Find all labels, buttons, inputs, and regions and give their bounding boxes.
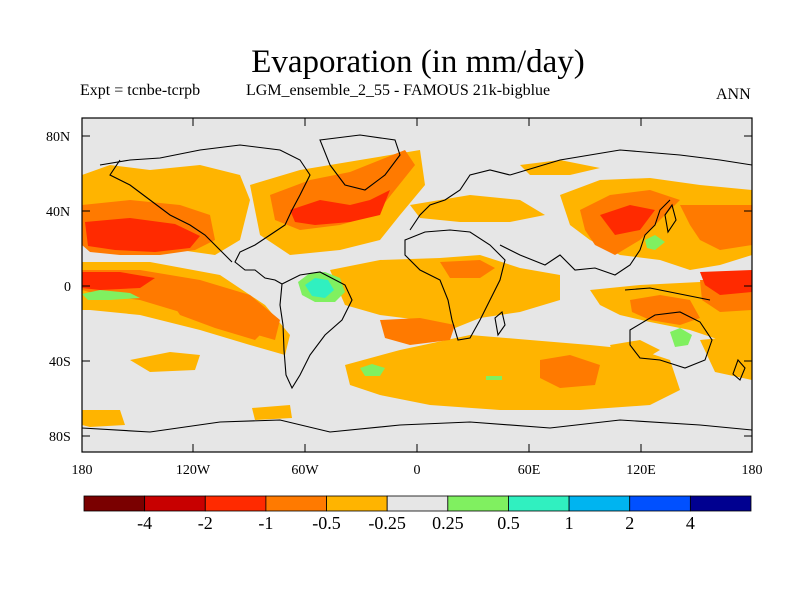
- lat-label-0: 0: [64, 280, 71, 295]
- season-label: ANN: [716, 86, 751, 103]
- map-title: Evaporation (in mm/day): [251, 44, 585, 80]
- lon-label-120w: 120W: [176, 463, 211, 478]
- lat-label-80s: 80S: [49, 430, 71, 445]
- colorbar-label: 2: [625, 513, 634, 533]
- colorbar-swatch: [144, 495, 206, 512]
- lon-label-180-west: 180: [72, 463, 93, 478]
- colorbar-label: -2: [198, 513, 213, 533]
- colorbar-swatch: [447, 495, 509, 512]
- colorbar-swatch: [83, 495, 146, 512]
- colorbar-label: -0.25: [368, 513, 406, 533]
- colorbar-label: 0.25: [432, 513, 464, 533]
- contour-layer: [82, 118, 752, 452]
- colorbar-swatch: [265, 495, 327, 512]
- axis-ticks: [82, 118, 752, 452]
- lon-label-60w: 60W: [291, 463, 319, 478]
- lat-label-40n: 40N: [46, 205, 70, 220]
- lat-label-80n: 80N: [46, 130, 70, 145]
- colorbar: [83, 495, 752, 512]
- colorbar-label: 1: [565, 513, 574, 533]
- colorbar-swatch: [386, 495, 449, 512]
- colorbar-label: -4: [137, 513, 152, 533]
- lon-label-60e: 60E: [518, 463, 541, 478]
- coastlines: [82, 134, 752, 433]
- colorbar-label: 0.5: [497, 513, 520, 533]
- colorbar-swatch: [689, 495, 752, 512]
- lat-label-40s: 40S: [49, 355, 71, 370]
- colorbar-labels: -4 -2 -1 -0.5 -0.25 0.25 0.5 1 2 4: [137, 513, 695, 533]
- lon-label-0: 0: [414, 463, 421, 478]
- colorbar-swatch: [204, 495, 267, 512]
- colorbar-label: -1: [258, 513, 273, 533]
- band-red: [82, 190, 752, 295]
- ensemble-label: LGM_ensemble_2_55 - FAMOUS 21k-bigblue: [246, 82, 551, 99]
- colorbar-swatch: [508, 495, 570, 512]
- lon-label-180-east: 180: [742, 463, 763, 478]
- colorbar-swatch: [326, 495, 388, 512]
- colorbar-label: -0.5: [312, 513, 341, 533]
- colorbar-swatch: [568, 495, 631, 512]
- colorbar-label: 4: [686, 513, 695, 533]
- experiment-label: Expt = tcnbe-tcrpb: [80, 82, 201, 99]
- lon-label-120e: 120E: [626, 463, 656, 478]
- colorbar-swatch: [629, 495, 691, 512]
